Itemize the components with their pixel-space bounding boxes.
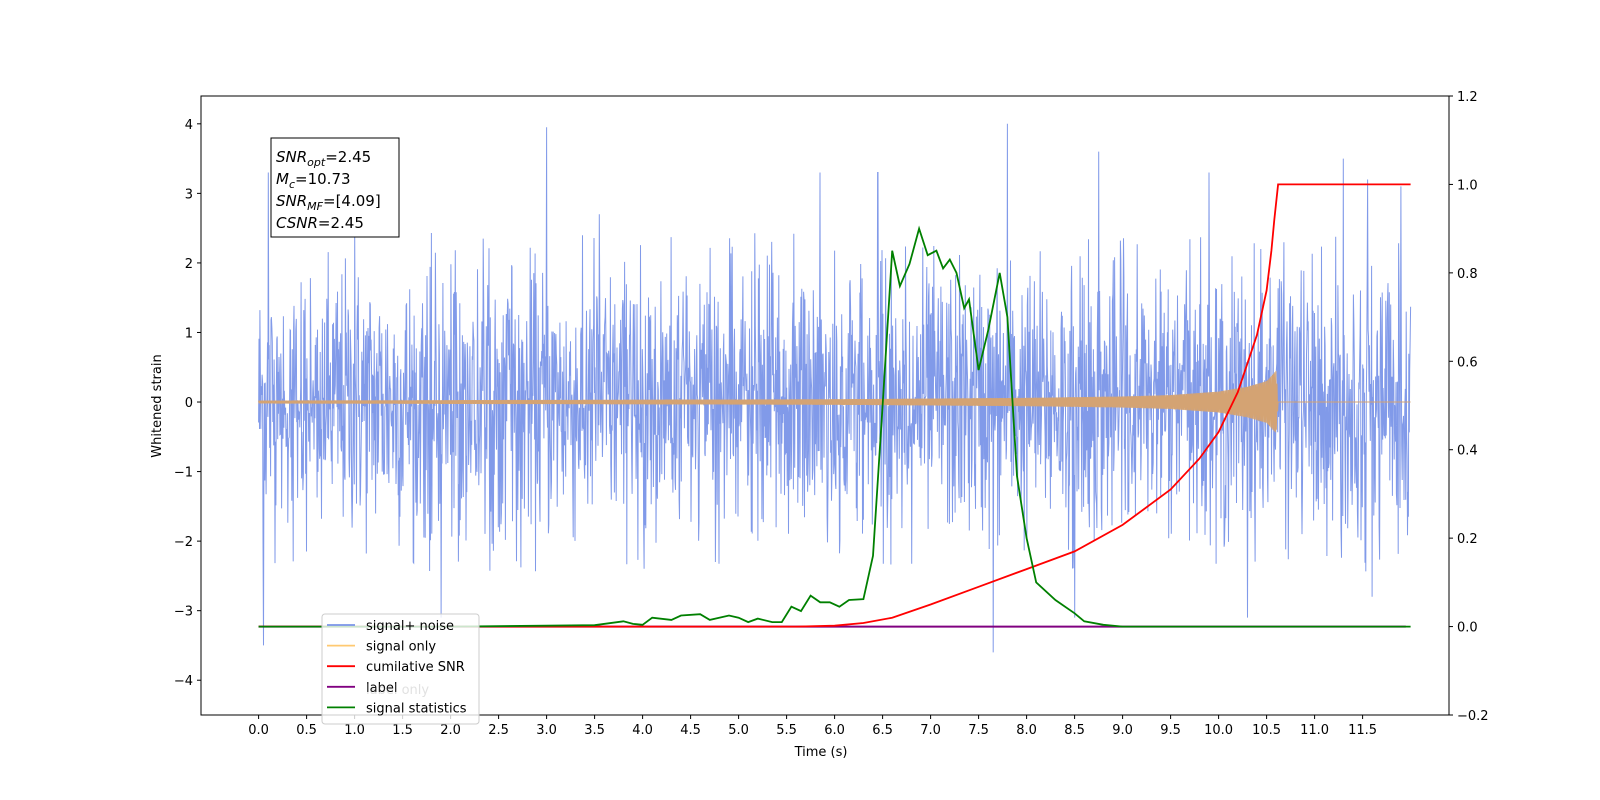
x-axis-ticks: 0.0 0.5 1.0 1.5 2.0 2.5 3.0 3.5 4.0 4.5 5.0 5.5 6.0 6… — [248, 715, 1377, 738]
y-axis-left-ticks: −4 −3 −2 −1 0 1 2 3 4 — [174, 118, 201, 689]
x-tick-label: 4.5 — [680, 723, 701, 738]
legend-label: label — [366, 681, 397, 696]
legend-label: cumilative SNR — [366, 660, 465, 675]
x-tick-label: 6.0 — [824, 723, 845, 738]
x-tick-label: 11.0 — [1300, 723, 1329, 738]
series-signal-only-line — [258, 371, 1411, 433]
y-tick-label: −1 — [174, 466, 193, 481]
x-tick-label: 11.5 — [1348, 723, 1377, 738]
y-right-tick-label: 0.6 — [1457, 355, 1478, 370]
y-tick-label: −3 — [174, 605, 193, 620]
x-axis-label: Time (s) — [794, 745, 848, 760]
legend-label: signal+ noise — [366, 619, 454, 634]
x-tick-label: 0.5 — [296, 723, 317, 738]
x-tick-label: 7.5 — [968, 723, 989, 738]
x-tick-label: 2.5 — [488, 723, 509, 738]
x-tick-label: 3.0 — [536, 723, 557, 738]
y-axis-label: Whitened strain — [150, 354, 165, 457]
series-signal-statistics-line — [258, 225, 1411, 628]
y-right-tick-label: 0.2 — [1457, 532, 1478, 547]
x-tick-label: 2.0 — [440, 723, 461, 738]
x-tick-label: 7.0 — [920, 723, 941, 738]
annotation-line: CSNR=2.45 — [276, 214, 364, 232]
legend-frame — [321, 613, 480, 725]
legend: signal+ noise signal only cumilative SNR la… — [321, 613, 480, 725]
y-right-tick-label: 1.0 — [1457, 178, 1478, 193]
x-tick-label: 0.0 — [248, 723, 269, 738]
x-tick-label: 5.0 — [728, 723, 749, 738]
x-tick-label: 8.5 — [1064, 723, 1085, 738]
y-tick-label: 3 — [185, 187, 193, 202]
x-tick-label: 10.0 — [1204, 723, 1233, 738]
y-axis-right-ticks: −0.2 0.0 0.2 0.4 0.6 0.8 1.0 1.2 — [1449, 90, 1489, 724]
x-tick-label: 6.5 — [872, 723, 893, 738]
y-tick-label: −2 — [174, 535, 193, 550]
y-right-tick-label: 0.0 — [1457, 621, 1478, 636]
x-tick-label: 1.5 — [392, 723, 413, 738]
x-tick-label: 10.5 — [1252, 723, 1281, 738]
x-tick-label: 9.5 — [1160, 723, 1181, 738]
y-right-tick-label: 0.8 — [1457, 267, 1478, 282]
series-cumilative-snr-line — [258, 183, 1411, 628]
x-tick-label: 9.0 — [1112, 723, 1133, 738]
series-signal-plus-noise-line — [258, 123, 1412, 653]
x-tick-label: 4.0 — [632, 723, 653, 738]
y-right-tick-label: 0.4 — [1457, 444, 1478, 459]
y-right-tick-label: 1.2 — [1457, 90, 1478, 105]
x-tick-label: 3.5 — [584, 723, 605, 738]
x-tick-label: 5.5 — [776, 723, 797, 738]
y-right-tick-label: −0.2 — [1457, 709, 1489, 724]
annotation-line: Mc=10.73 — [276, 170, 351, 191]
y-tick-label: 2 — [185, 257, 193, 272]
x-tick-label: 1.0 — [344, 723, 365, 738]
y-tick-label: −4 — [174, 674, 193, 689]
legend-hidden-label: label only — [366, 683, 429, 698]
x-tick-label: 8.0 — [1016, 723, 1037, 738]
legend-label: signal only — [366, 640, 436, 655]
legend-label: signal statistics — [366, 701, 467, 716]
annotation-line: SNRopt=2.45 — [276, 148, 371, 169]
annotation-line: SNRMF=[4.09] — [276, 192, 381, 213]
y-tick-label: 0 — [185, 396, 193, 411]
y-tick-label: 1 — [185, 326, 193, 341]
y-tick-label: 4 — [185, 118, 193, 133]
annotation-frame — [270, 137, 400, 238]
plot-frame — [200, 95, 1450, 716]
